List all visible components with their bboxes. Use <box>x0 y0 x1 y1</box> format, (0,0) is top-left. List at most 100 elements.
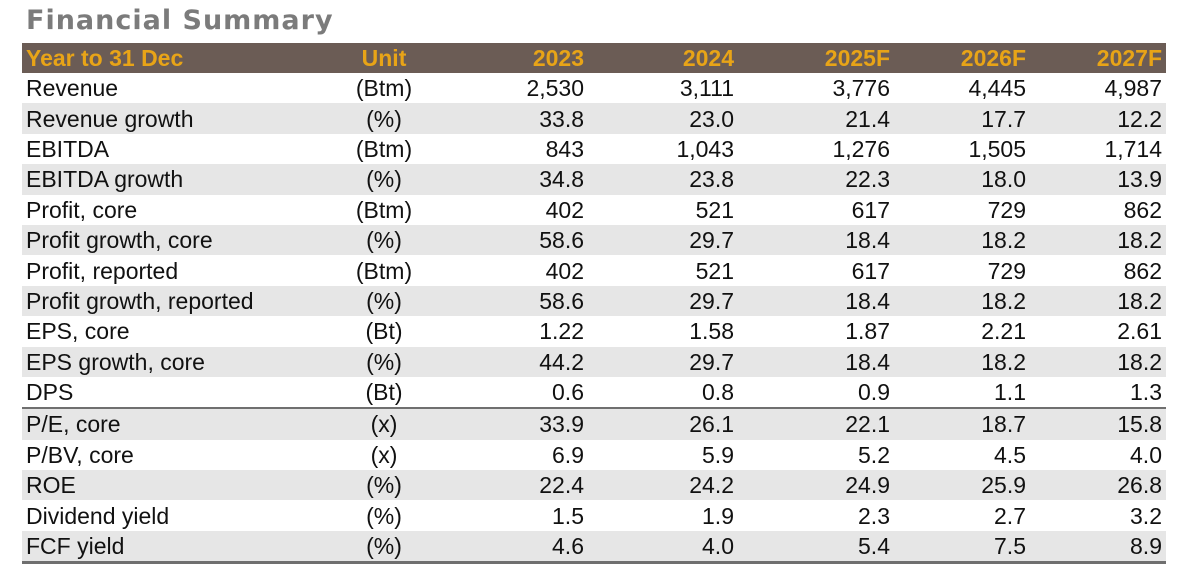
row-label: EPS growth, core <box>22 346 322 377</box>
row-value: 24.9 <box>738 470 894 501</box>
row-value: 18.4 <box>738 285 894 317</box>
row-value: 617 <box>851 257 890 284</box>
row-value: 18.7 <box>894 407 1030 440</box>
row-unit: (%) <box>322 103 446 134</box>
table-row: EBITDA (Btm) 843 1,043 1,276 1,505 1,714 <box>22 134 1166 164</box>
row-label: Profit growth, reported <box>22 285 322 317</box>
row-value: 3,111 <box>679 75 734 102</box>
row-value: 18.2 <box>1030 285 1166 317</box>
row-value: 18.0 <box>894 164 1030 195</box>
page-title: Financial Summary <box>26 5 334 36</box>
row-label: EBITDA <box>26 135 110 162</box>
row-value: 2.21 <box>981 318 1026 345</box>
row-value: 843 <box>545 135 584 162</box>
row-value: 617 <box>851 196 890 223</box>
row-value: 862 <box>1123 196 1162 223</box>
row-unit: (%) <box>322 285 446 317</box>
row-unit: (x) <box>370 441 398 468</box>
row-unit: (%) <box>322 470 446 501</box>
row-value: 18.4 <box>738 346 894 377</box>
header-year: 2024 <box>588 43 738 73</box>
row-value: 29.7 <box>588 346 738 377</box>
row-value: 18.2 <box>1030 346 1166 377</box>
header-label: Year to 31 Dec <box>22 43 322 73</box>
row-value: 521 <box>695 257 734 284</box>
row-value: 29.7 <box>588 224 738 256</box>
row-unit: (Btm) <box>355 135 413 162</box>
row-unit: (%) <box>322 346 446 377</box>
row-label: Profit, core <box>26 196 138 223</box>
row-value: 5.4 <box>738 530 894 565</box>
row-value: 862 <box>1123 257 1162 284</box>
table-row: Revenue growth (%) 33.8 23.0 21.4 17.7 12.2 <box>22 103 1166 134</box>
row-value: 5.2 <box>858 441 890 468</box>
row-value: 2.3 <box>858 502 890 529</box>
row-label: Profit growth, core <box>22 224 322 256</box>
row-value: 4.5 <box>994 441 1026 468</box>
row-unit: (%) <box>366 502 402 529</box>
row-value: 2.7 <box>994 502 1026 529</box>
row-label: EBITDA growth <box>22 164 322 195</box>
row-label: EPS, core <box>26 318 130 345</box>
table-row: Profit, core (Btm) 402 521 617 729 862 <box>22 195 1166 225</box>
row-label: P/E, core <box>22 407 322 440</box>
row-unit: (%) <box>322 530 446 565</box>
row-value: 34.8 <box>446 164 588 195</box>
row-value: 729 <box>987 257 1026 284</box>
row-value: 1.9 <box>702 502 734 529</box>
row-value: 4.0 <box>1130 441 1162 468</box>
row-unit: (Bt) <box>365 318 403 345</box>
row-label: Profit, reported <box>26 257 179 284</box>
row-value: 33.9 <box>446 407 588 440</box>
row-value: 729 <box>987 196 1026 223</box>
row-value: 29.7 <box>588 285 738 317</box>
table-row: P/BV, core (x) 6.9 5.9 5.2 4.5 4.0 <box>22 440 1166 470</box>
header-year: 2026F <box>894 43 1030 73</box>
row-unit: (x) <box>322 407 446 440</box>
row-value: 6.9 <box>552 441 584 468</box>
row-value: 0.6 <box>552 379 584 406</box>
row-value: 2.61 <box>1117 318 1162 345</box>
row-label: ROE <box>22 470 322 501</box>
table-row: P/E, core (x) 33.9 26.1 22.1 18.7 15.8 <box>22 407 1166 440</box>
row-value: 4,445 <box>968 75 1026 102</box>
row-value: 22.1 <box>738 407 894 440</box>
row-value: 1.5 <box>552 502 584 529</box>
row-value: 1.22 <box>539 318 584 345</box>
row-value: 33.8 <box>446 103 588 134</box>
row-value: 58.6 <box>446 285 588 317</box>
table-row: Dividend yield (%) 1.5 1.9 2.3 2.7 3.2 <box>22 500 1166 530</box>
row-value: 402 <box>545 196 584 223</box>
row-value: 44.2 <box>446 346 588 377</box>
row-value: 1,276 <box>832 135 890 162</box>
header-year: 2023 <box>446 43 588 73</box>
row-value: 13.9 <box>1030 164 1166 195</box>
table-row: Profit growth, reported (%) 58.6 29.7 18.4 18… <box>22 285 1166 317</box>
row-value: 1,714 <box>1104 135 1162 162</box>
row-value: 3,776 <box>832 75 890 102</box>
row-value: 26.8 <box>1030 470 1166 501</box>
financial-summary-table: Year to 31 Dec Unit 2023 2024 2025F 2026… <box>22 43 1166 565</box>
row-value: 0.9 <box>858 379 890 406</box>
row-unit: (Bt) <box>365 379 403 406</box>
row-value: 5.9 <box>702 441 734 468</box>
row-value: 18.2 <box>894 224 1030 256</box>
row-value: 15.8 <box>1030 407 1166 440</box>
row-value: 18.2 <box>894 346 1030 377</box>
table-row: Revenue (Btm) 2,530 3,111 3,776 4,445 4,987 <box>22 73 1166 103</box>
table-row: Profit growth, core (%) 58.6 29.7 18.4 18.2 18… <box>22 224 1166 256</box>
header-unit: Unit <box>322 43 446 73</box>
row-value: 22.4 <box>446 470 588 501</box>
row-value: 4.6 <box>446 530 588 565</box>
header-year: 2025F <box>738 43 894 73</box>
row-value: 7.5 <box>894 530 1030 565</box>
row-value: 18.2 <box>1030 224 1166 256</box>
row-value: 1.3 <box>1130 379 1162 406</box>
row-label: Dividend yield <box>26 502 170 529</box>
row-value: 12.2 <box>1030 103 1166 134</box>
row-value: 25.9 <box>894 470 1030 501</box>
table-row: EPS growth, core (%) 44.2 29.7 18.4 18.2 18.2 <box>22 346 1166 377</box>
header-year: 2027F <box>1030 43 1166 73</box>
row-value: 23.0 <box>588 103 738 134</box>
row-value: 18.2 <box>894 285 1030 317</box>
